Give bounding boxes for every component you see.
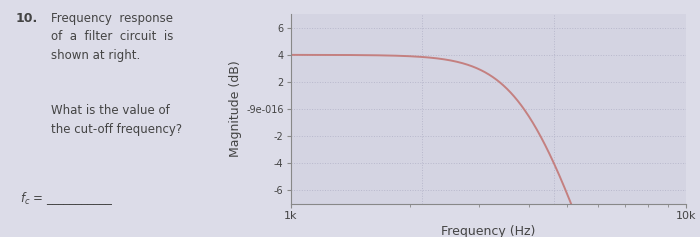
Text: 10.: 10. [15, 12, 38, 25]
Text: What is the value of
the cut-off frequency?: What is the value of the cut-off frequen… [51, 104, 182, 136]
Y-axis label: Magnitude (dB): Magnitude (dB) [229, 61, 242, 157]
Text: $f_c$ = ___________: $f_c$ = ___________ [20, 190, 113, 206]
X-axis label: Frequency (Hz): Frequency (Hz) [441, 225, 536, 237]
Text: Frequency  response
of  a  filter  circuit  is
shown at right.: Frequency response of a filter circuit i… [51, 12, 174, 62]
